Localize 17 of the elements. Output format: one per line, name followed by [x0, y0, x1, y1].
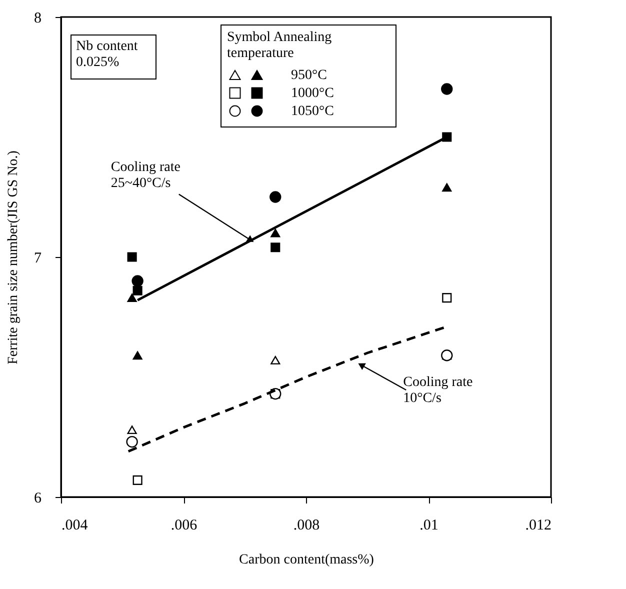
legend-label: 1050°C — [291, 104, 334, 119]
x-tick-label: .004 — [62, 518, 88, 534]
y-tick-label: 7 — [34, 250, 42, 266]
y-tick-label: 6 — [34, 490, 42, 506]
x-tick-label: .01 — [420, 518, 438, 534]
annotation: Cooling rate 10°C/s — [403, 375, 473, 406]
annotation: Nb content 0.025% — [76, 39, 138, 70]
legend-label: 950°C — [291, 68, 327, 83]
legend-label: 1000°C — [291, 86, 334, 101]
y-axis-title: Ferrite grain size number(JIS GS No.) — [6, 150, 21, 364]
x-tick-label: .012 — [525, 518, 552, 534]
x-axis-title: Carbon content(mass%) — [239, 552, 374, 568]
legend-title: Symbol Annealing temperature — [227, 30, 332, 61]
annotation: Cooling rate 25~40°C/s — [110, 160, 180, 192]
x-tick-label: .008 — [293, 518, 320, 534]
x-tick-label: .006 — [170, 518, 198, 534]
y-tick-label: 8 — [34, 10, 42, 26]
